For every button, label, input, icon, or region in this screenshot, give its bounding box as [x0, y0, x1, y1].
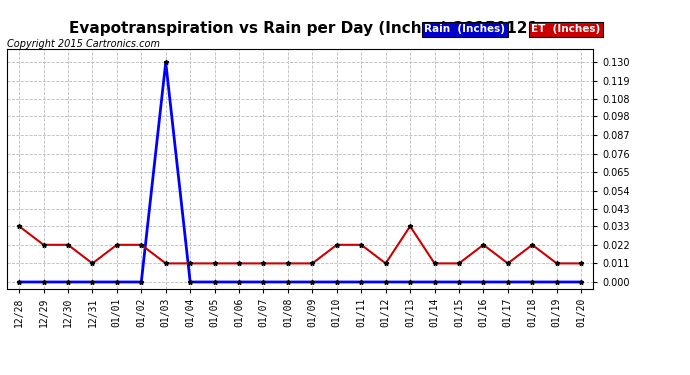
Rain  (Inches)	[137, 280, 146, 284]
ET  (Inches)	[504, 261, 512, 266]
ET  (Inches)	[88, 261, 97, 266]
Rain  (Inches)	[235, 280, 243, 284]
Rain  (Inches)	[333, 280, 341, 284]
Rain  (Inches)	[112, 280, 121, 284]
Rain  (Inches)	[284, 280, 292, 284]
Rain  (Inches)	[64, 280, 72, 284]
ET  (Inches)	[333, 243, 341, 247]
ET  (Inches)	[406, 224, 414, 228]
Text: Rain  (Inches): Rain (Inches)	[424, 24, 505, 34]
Line: ET  (Inches): ET (Inches)	[17, 224, 584, 266]
ET  (Inches)	[553, 261, 561, 266]
ET  (Inches)	[455, 261, 463, 266]
Text: ET  (Inches): ET (Inches)	[531, 24, 600, 34]
Rain  (Inches)	[259, 280, 268, 284]
Rain  (Inches)	[553, 280, 561, 284]
ET  (Inches)	[577, 261, 585, 266]
Rain  (Inches)	[480, 280, 488, 284]
Rain  (Inches)	[210, 280, 219, 284]
ET  (Inches)	[528, 243, 536, 247]
ET  (Inches)	[39, 243, 48, 247]
Line: Rain  (Inches): Rain (Inches)	[17, 60, 584, 284]
ET  (Inches)	[64, 243, 72, 247]
ET  (Inches)	[431, 261, 439, 266]
ET  (Inches)	[137, 243, 146, 247]
ET  (Inches)	[112, 243, 121, 247]
ET  (Inches)	[284, 261, 292, 266]
ET  (Inches)	[357, 243, 366, 247]
ET  (Inches)	[308, 261, 317, 266]
ET  (Inches)	[186, 261, 195, 266]
Rain  (Inches)	[455, 280, 463, 284]
ET  (Inches)	[15, 224, 23, 228]
Text: Evapotranspiration vs Rain per Day (Inches) 20150121: Evapotranspiration vs Rain per Day (Inch…	[69, 21, 538, 36]
ET  (Inches)	[210, 261, 219, 266]
ET  (Inches)	[259, 261, 268, 266]
ET  (Inches)	[382, 261, 390, 266]
ET  (Inches)	[480, 243, 488, 247]
Rain  (Inches)	[88, 280, 97, 284]
Rain  (Inches)	[39, 280, 48, 284]
Rain  (Inches)	[186, 280, 195, 284]
Rain  (Inches)	[357, 280, 366, 284]
Rain  (Inches)	[577, 280, 585, 284]
Text: Copyright 2015 Cartronics.com: Copyright 2015 Cartronics.com	[7, 39, 160, 50]
Rain  (Inches)	[308, 280, 317, 284]
ET  (Inches)	[161, 261, 170, 266]
Rain  (Inches)	[528, 280, 536, 284]
Rain  (Inches)	[431, 280, 439, 284]
ET  (Inches)	[235, 261, 243, 266]
Rain  (Inches)	[406, 280, 414, 284]
Rain  (Inches)	[161, 60, 170, 64]
Rain  (Inches)	[15, 280, 23, 284]
Rain  (Inches)	[504, 280, 512, 284]
Rain  (Inches)	[382, 280, 390, 284]
